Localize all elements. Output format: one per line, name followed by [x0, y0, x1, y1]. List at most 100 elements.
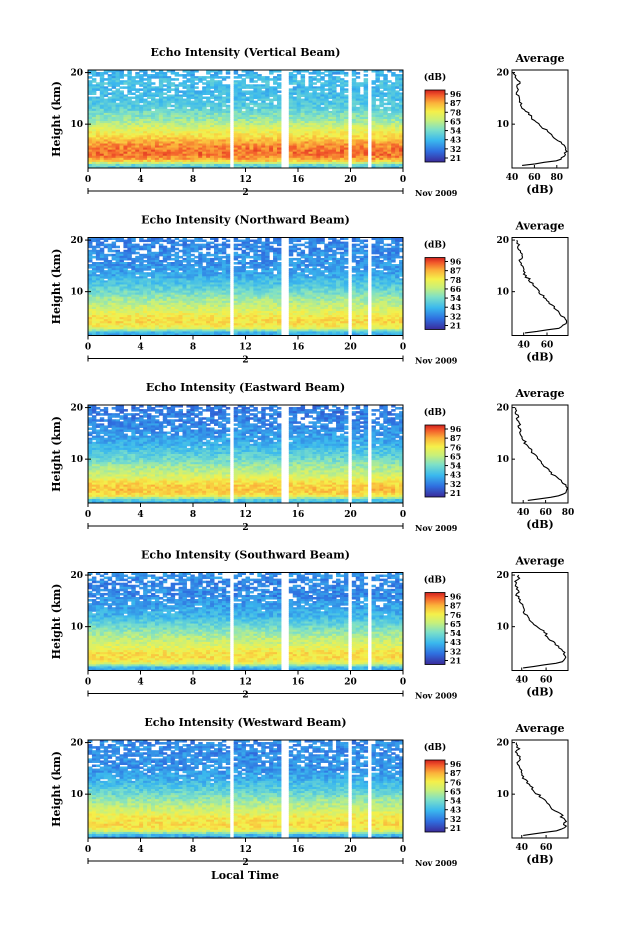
- heatmap-cell: [115, 147, 120, 151]
- heatmap-cell: [214, 119, 219, 122]
- heatmap-cell: [225, 100, 231, 104]
- heatmap-cell: [166, 294, 172, 298]
- heatmap-cell: [316, 133, 321, 136]
- heatmap-cell: [253, 121, 258, 124]
- heatmap-cell: [395, 125, 400, 128]
- heatmap-cell: [111, 161, 117, 165]
- heatmap-cell: [190, 331, 195, 334]
- heatmap-cell: [359, 149, 365, 153]
- heatmap-cell: [123, 270, 128, 273]
- heatmap-cell: [261, 121, 266, 124]
- heatmap-cell: [135, 127, 140, 130]
- heatmap-cell: [88, 327, 93, 330]
- heatmap-cell: [245, 137, 250, 140]
- heatmap-cell: [162, 280, 168, 283]
- heatmap-cell: [166, 159, 172, 163]
- heatmap-cell: [166, 82, 172, 85]
- heatmap-cell: [288, 94, 294, 98]
- heatmap-cell: [332, 88, 337, 91]
- heatmap-cell: [147, 259, 152, 263]
- heatmap-cell: [127, 151, 132, 155]
- heatmap-cell: [99, 282, 105, 285]
- heatmap-cell: [127, 286, 132, 290]
- heatmap-cell: [245, 76, 250, 79]
- heatmap-cell: [300, 151, 306, 155]
- heatmap-cell: [387, 159, 392, 163]
- heatmap-cell: [343, 157, 349, 161]
- heatmap-cell: [139, 257, 144, 261]
- heatmap-cell: [88, 315, 93, 318]
- heatmap-cell: [127, 86, 132, 89]
- heatmap-cell: [312, 114, 317, 118]
- heatmap-cell: [324, 155, 329, 159]
- heatmap-cell: [214, 323, 219, 326]
- heatmap-cell: [103, 104, 109, 108]
- heatmap-cell: [277, 161, 282, 165]
- heatmap-cell: [123, 308, 128, 312]
- heatmap-cell: [162, 276, 168, 279]
- heatmap-cell: [221, 280, 227, 283]
- heatmap-cell: [355, 110, 361, 114]
- heatmap-cell: [198, 131, 203, 134]
- heatmap-cell: [292, 80, 298, 83]
- heatmap-cell: [237, 90, 243, 93]
- heatmap-cell: [178, 278, 183, 281]
- heatmap-cell: [198, 141, 203, 144]
- heatmap-cell: [245, 163, 250, 167]
- heatmap-cell: [214, 137, 219, 140]
- heatmap-cell: [304, 108, 309, 112]
- heatmap-cell: [217, 315, 223, 318]
- heatmap-cell: [257, 151, 262, 155]
- heatmap-cell: [127, 329, 132, 332]
- heatmap-cell: [221, 121, 227, 124]
- heatmap-cell: [292, 110, 298, 114]
- heatmap-cell: [288, 102, 294, 106]
- heatmap-cell: [343, 127, 349, 130]
- heatmap-cell: [237, 255, 243, 259]
- heatmap-cell: [147, 151, 152, 155]
- heatmap-cell: [162, 249, 168, 253]
- heatmap-cell: [123, 266, 128, 269]
- heatmap-cell: [190, 272, 195, 275]
- heatmap-cell: [206, 108, 211, 112]
- heatmap-cell: [190, 284, 195, 287]
- heatmap-cell: [371, 94, 376, 98]
- heatmap-cell: [139, 108, 144, 112]
- heatmap-cell: [174, 259, 180, 263]
- heatmap-cell: [379, 112, 384, 116]
- heatmap-cell: [351, 94, 357, 98]
- heatmap-cell: [249, 133, 254, 136]
- heatmap-cell: [198, 112, 203, 116]
- heatmap-cell: [151, 165, 156, 169]
- heatmap-cell: [253, 165, 258, 169]
- heatmap-cell: [135, 321, 140, 324]
- heatmap-cell: [214, 290, 219, 294]
- heatmap-cell: [190, 327, 195, 330]
- heatmap-cell: [95, 292, 101, 296]
- heatmap-cell: [186, 92, 191, 95]
- heatmap-cell: [151, 272, 156, 275]
- heatmap-cell: [127, 121, 132, 124]
- heatmap-cell: [237, 270, 243, 273]
- heatmap-cell: [363, 143, 369, 147]
- heatmap-cell: [249, 106, 254, 110]
- heatmap-cell: [320, 88, 325, 91]
- heatmap-cell: [383, 82, 388, 85]
- heatmap-cell: [371, 104, 376, 108]
- heatmap-cell: [387, 139, 392, 142]
- heatmap-cell: [174, 92, 180, 95]
- heatmap-cell: [194, 317, 199, 320]
- heatmap-cell: [131, 292, 136, 296]
- heatmap-cell: [253, 102, 258, 106]
- heatmap-cell: [363, 74, 369, 77]
- heatmap-cell: [143, 306, 148, 310]
- heatmap-cell: [245, 157, 250, 161]
- heatmap-cell: [214, 274, 219, 277]
- heatmap-cell: [198, 129, 203, 132]
- heatmap-cell: [253, 104, 258, 108]
- heatmap-cell: [257, 96, 262, 100]
- heatmap-cell: [162, 300, 168, 304]
- heatmap-cell: [178, 243, 183, 247]
- heatmap-cell: [147, 300, 152, 304]
- heatmap-cell: [143, 325, 148, 328]
